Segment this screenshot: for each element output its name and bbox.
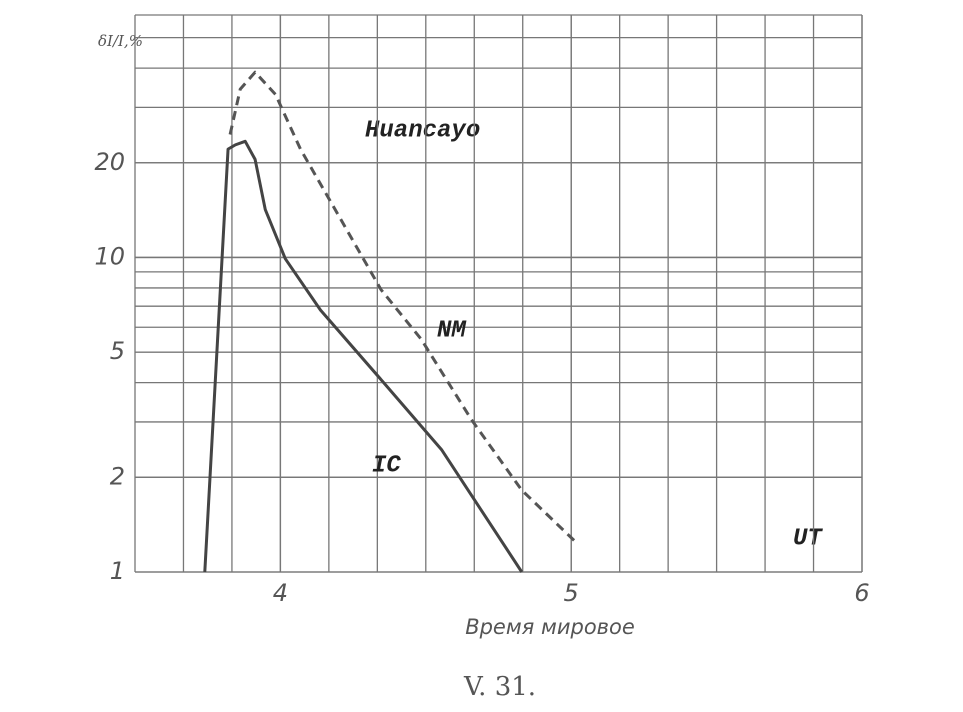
y-tick-label: 20 [94,148,125,176]
series-label: NM [437,317,467,344]
x-axis-label: Время мировое [465,615,635,639]
x-tick-label: 4 [273,579,288,607]
y-tick-label: 10 [94,242,125,270]
series-line [203,139,524,573]
y-tick-label: 1 [110,557,125,585]
x-tick-label: 5 [564,579,579,607]
y-tick-label: 2 [110,462,125,490]
y-axis-label: δI/I,% [98,32,143,50]
series-label: IC [372,452,401,479]
series-line [228,70,576,542]
x-tick-label: 6 [854,579,869,607]
caption: V. 31. [463,672,536,702]
x-unit-label: UT [793,525,823,552]
annotation: Huancayo [365,117,480,144]
y-tick-label: 5 [110,337,125,365]
